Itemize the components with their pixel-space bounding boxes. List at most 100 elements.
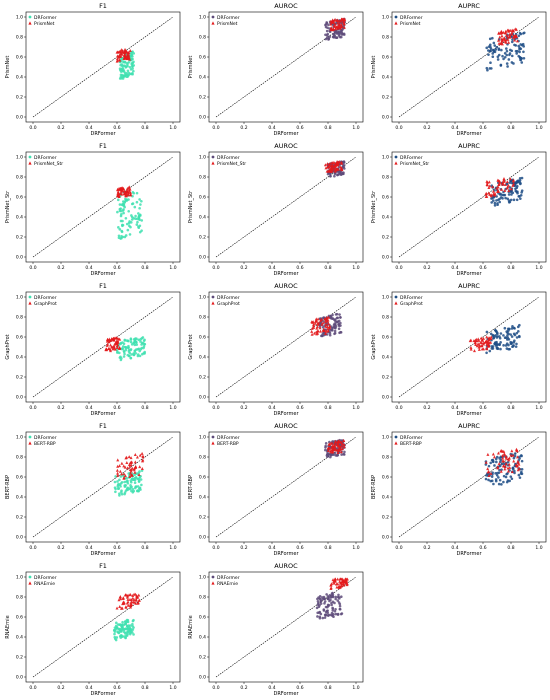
y-tick-label: 0.2 bbox=[16, 235, 23, 241]
competitor-point bbox=[336, 26, 340, 30]
y-tick-label: 0.4 bbox=[16, 495, 23, 501]
drformer-point bbox=[328, 599, 331, 603]
drformer-point bbox=[339, 595, 343, 598]
legend-marker-drformer bbox=[211, 575, 215, 579]
y-tick-label: 0.4 bbox=[382, 215, 389, 221]
competitor-point bbox=[512, 29, 516, 33]
drformer-point bbox=[490, 479, 494, 483]
competitor-point bbox=[337, 159, 341, 163]
drformer-point bbox=[332, 32, 335, 36]
x-axis-label: DRFormer bbox=[456, 131, 482, 137]
drformer-point bbox=[516, 325, 520, 329]
competitor-point bbox=[333, 169, 337, 173]
drformer-point bbox=[326, 32, 330, 36]
competitor-point bbox=[330, 165, 334, 169]
scatter-panel: F1 0.0 0.0 0.2 0.2 0.4 0.4 0.6 0.6 0.8 0.8 1.0 1.0 DR… bbox=[0, 560, 183, 700]
y-axis-label: RNAErnie bbox=[188, 615, 194, 638]
competitor-point bbox=[334, 166, 338, 170]
drformer-point bbox=[137, 480, 141, 483]
drformer-point bbox=[126, 228, 130, 232]
axes-frame bbox=[25, 431, 181, 543]
competitor-point bbox=[332, 444, 336, 448]
competitor-point bbox=[502, 36, 506, 40]
drformer-point bbox=[134, 485, 137, 489]
drformer-point bbox=[325, 609, 329, 613]
drformer-point bbox=[510, 335, 514, 338]
drformer-point bbox=[340, 31, 344, 34]
drformer-point bbox=[517, 34, 521, 38]
competitor-point bbox=[329, 587, 333, 591]
drformer-point bbox=[132, 353, 136, 356]
x-tick-label: 0.0 bbox=[29, 125, 36, 131]
drformer-point bbox=[342, 164, 346, 167]
x-axis-label: DRFormer bbox=[273, 411, 299, 417]
competitor-point bbox=[316, 322, 320, 326]
y-tick-label: 0.6 bbox=[16, 615, 23, 621]
competitor-point bbox=[340, 444, 344, 448]
competitor-point bbox=[129, 605, 133, 609]
competitor-point bbox=[476, 342, 480, 346]
competitor-point bbox=[327, 163, 331, 167]
y-tick-label: 0.4 bbox=[199, 495, 206, 501]
x-tick-label: 0.2 bbox=[240, 265, 247, 271]
scatter-panel: F1 0.0 0.0 0.2 0.2 0.4 0.4 0.6 0.6 0.8 0.8 1.0 1.0 DR… bbox=[0, 140, 183, 280]
x-tick-label: 0.4 bbox=[268, 545, 275, 551]
competitor-point bbox=[120, 461, 124, 465]
drformer-point bbox=[338, 35, 342, 39]
legend-label-competitor: GraphProt bbox=[34, 301, 57, 307]
drformer-point bbox=[127, 209, 130, 213]
y-tick-label: 0.4 bbox=[382, 355, 389, 361]
axes-frame bbox=[208, 431, 364, 543]
x-tick-label: 0.0 bbox=[395, 125, 402, 131]
x-tick-label: 0.4 bbox=[268, 685, 275, 691]
drformer-point bbox=[509, 198, 513, 202]
drformer-point bbox=[497, 476, 500, 479]
y-tick-label: 0.0 bbox=[16, 255, 23, 261]
drformer-point bbox=[117, 226, 120, 229]
competitor-point bbox=[115, 339, 119, 343]
competitor-point bbox=[496, 451, 500, 455]
competitor-point bbox=[485, 346, 489, 350]
axes-frame bbox=[208, 571, 364, 683]
drformer-point bbox=[122, 350, 126, 354]
y-axis-label: PrismNet bbox=[5, 56, 11, 79]
drformer-point bbox=[123, 74, 127, 78]
diagonal-line bbox=[32, 436, 174, 538]
competitor-point bbox=[507, 40, 511, 44]
drformer-point bbox=[491, 458, 495, 462]
drformer-point bbox=[138, 206, 141, 210]
competitor-point bbox=[506, 185, 510, 189]
drformer-point bbox=[337, 327, 341, 331]
drformer-point bbox=[326, 172, 330, 176]
drformer-point bbox=[325, 333, 329, 336]
y-tick-label: 0.6 bbox=[382, 55, 389, 61]
y-tick-label: 1.0 bbox=[16, 435, 23, 441]
drformer-point bbox=[511, 466, 515, 470]
competitor-point bbox=[506, 37, 510, 41]
drformer-point bbox=[498, 457, 501, 460]
drformer-point bbox=[495, 455, 499, 459]
competitor-point bbox=[489, 340, 493, 344]
competitor-point bbox=[509, 187, 513, 191]
drformer-point bbox=[489, 461, 493, 465]
x-tick-label: 1.0 bbox=[535, 265, 542, 271]
y-tick-label: 0.2 bbox=[382, 375, 389, 381]
competitor-point bbox=[126, 603, 130, 607]
drformer-point bbox=[119, 73, 123, 77]
scatter-svg: AUPRC 0.0 0.0 0.2 0.2 0.4 0.4 0.6 0.6 0.8 0.8 1.0 1.… bbox=[371, 282, 547, 417]
competitor-point bbox=[122, 476, 126, 480]
drformer-point bbox=[518, 55, 522, 59]
drformer-point bbox=[506, 334, 509, 337]
legend-marker-drformer bbox=[211, 15, 215, 19]
drformer-point bbox=[339, 315, 342, 319]
drformer-point bbox=[124, 620, 127, 624]
drformer-point bbox=[113, 635, 117, 639]
x-tick-label: 0.2 bbox=[57, 545, 64, 551]
competitor-point bbox=[134, 598, 138, 602]
competitor-point bbox=[328, 446, 332, 450]
drformer-point bbox=[334, 597, 337, 601]
drformer-point bbox=[119, 482, 123, 485]
competitor-point bbox=[510, 449, 514, 453]
legend-label-competitor: PrismNet_Str bbox=[217, 161, 246, 167]
x-tick-label: 0.4 bbox=[85, 545, 92, 551]
